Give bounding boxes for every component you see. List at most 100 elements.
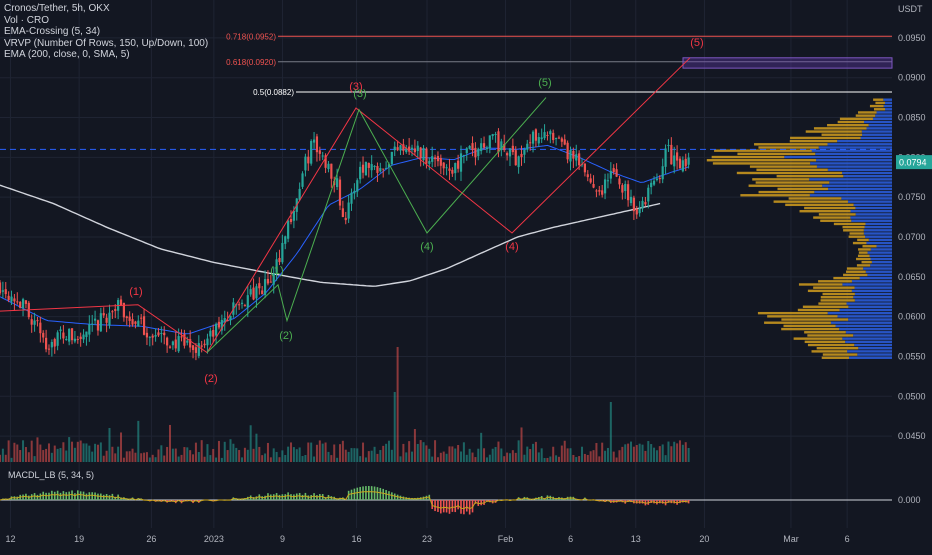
candle-body	[379, 168, 381, 171]
vrvp-down-bar	[827, 124, 869, 126]
vrvp-down-bar	[767, 315, 837, 317]
candle-body	[428, 161, 430, 164]
candle-body	[641, 201, 643, 209]
candle-body	[203, 344, 205, 345]
volume-bar	[316, 445, 318, 462]
candle-body	[474, 148, 476, 157]
volume-bar	[51, 453, 53, 462]
volume-bar	[474, 457, 476, 462]
candle-body	[149, 337, 151, 338]
volume-bar	[561, 446, 563, 462]
candle-body	[572, 151, 574, 159]
volume-bar	[74, 448, 76, 462]
candle-body	[463, 155, 465, 156]
volume-bar	[258, 447, 260, 462]
volume-bar	[437, 457, 439, 462]
candle-body	[431, 156, 433, 162]
volume-bar	[503, 456, 505, 462]
vrvp-down-bar	[819, 213, 856, 215]
candle-body	[494, 134, 496, 135]
volume-bar	[402, 444, 404, 462]
legend-volume[interactable]: Vol · CRO	[4, 15, 208, 27]
candle-body	[157, 332, 159, 335]
macd-histogram-bar	[65, 492, 67, 500]
macd-histogram-bar	[466, 500, 468, 512]
volume-bar	[469, 449, 471, 462]
legend-vrvp[interactable]: VRVP (Number Of Rows, 150, Up/Down, 100)	[4, 38, 208, 50]
vrvp-up-bar	[873, 118, 892, 120]
candle-body	[679, 159, 681, 169]
volume-bar	[644, 451, 646, 462]
volume-bar	[181, 455, 183, 462]
volume-bar	[310, 443, 312, 462]
legend-ema-crossing[interactable]: EMA-Crossing (5, 34)	[4, 26, 208, 38]
macd-histogram-bar	[460, 500, 462, 514]
price-tick-label: 0.0550	[898, 351, 926, 361]
volume-bar	[532, 444, 534, 462]
vrvp-down-bar	[749, 185, 823, 187]
volume-bar	[379, 450, 381, 462]
volume-bar	[673, 442, 675, 462]
volume-bar	[45, 449, 47, 462]
candle-body	[644, 202, 646, 204]
macd-histogram-bar	[287, 492, 289, 500]
volume-bar	[342, 441, 344, 462]
candle-body	[558, 137, 560, 138]
candle-body	[126, 316, 128, 318]
candle-body	[339, 180, 341, 206]
volume-bar	[575, 457, 577, 462]
volume-bar	[526, 447, 528, 462]
candle-body	[252, 288, 254, 300]
macd-histogram-bar	[77, 490, 79, 500]
time-tick-label: 13	[631, 534, 641, 544]
volume-bar	[653, 448, 655, 462]
candle-body	[422, 148, 424, 160]
vrvp-up-bar	[845, 341, 892, 343]
time-tick-label: 6	[568, 534, 573, 544]
volume-bar	[108, 428, 110, 462]
macd-histogram-bar	[449, 500, 451, 514]
macd-histogram-bar	[463, 500, 465, 514]
vrvp-up-bar	[853, 296, 892, 298]
volume-bar	[408, 441, 410, 462]
vrvp-up-bar	[865, 226, 892, 228]
candle-body	[627, 184, 629, 200]
volume-bar	[650, 444, 652, 462]
candle-body	[607, 180, 609, 181]
volume-bar	[489, 455, 491, 462]
macd-histogram-bar	[454, 500, 456, 512]
target-box	[683, 58, 892, 68]
candle-body	[682, 160, 684, 171]
candle-body	[604, 179, 606, 193]
legend-ema200[interactable]: EMA (200, close, 0, SMA, 5)	[4, 49, 208, 61]
legend-title[interactable]: Cronos/Tether, 5h, OKX	[4, 3, 208, 15]
macd-histogram-bar	[91, 492, 93, 500]
vrvp-down-bar	[858, 111, 877, 113]
volume-bar	[178, 457, 180, 462]
candle-body	[543, 132, 545, 138]
candle-body	[561, 138, 563, 141]
macd-histogram-bar	[293, 494, 295, 500]
candle-body	[327, 164, 329, 169]
volume-bar	[152, 455, 154, 462]
candle-body	[653, 181, 655, 185]
candle-body	[62, 333, 64, 339]
volume-bar	[362, 443, 364, 462]
volume-bar	[374, 447, 376, 462]
volume-bar	[523, 455, 525, 462]
candle-body	[82, 335, 84, 340]
vrvp-up-bar	[885, 102, 892, 104]
volume-bar	[149, 457, 151, 462]
volume-bar	[463, 442, 465, 462]
volume-bar	[319, 440, 321, 462]
volume-bar	[558, 457, 560, 462]
candle-body	[281, 243, 283, 262]
macd-histogram-bar	[42, 492, 44, 500]
candle-body	[466, 148, 468, 153]
vrvp-down-bar	[858, 255, 870, 257]
volume-bar	[287, 447, 289, 462]
candle-body	[440, 158, 442, 166]
volume-bar	[192, 454, 194, 462]
